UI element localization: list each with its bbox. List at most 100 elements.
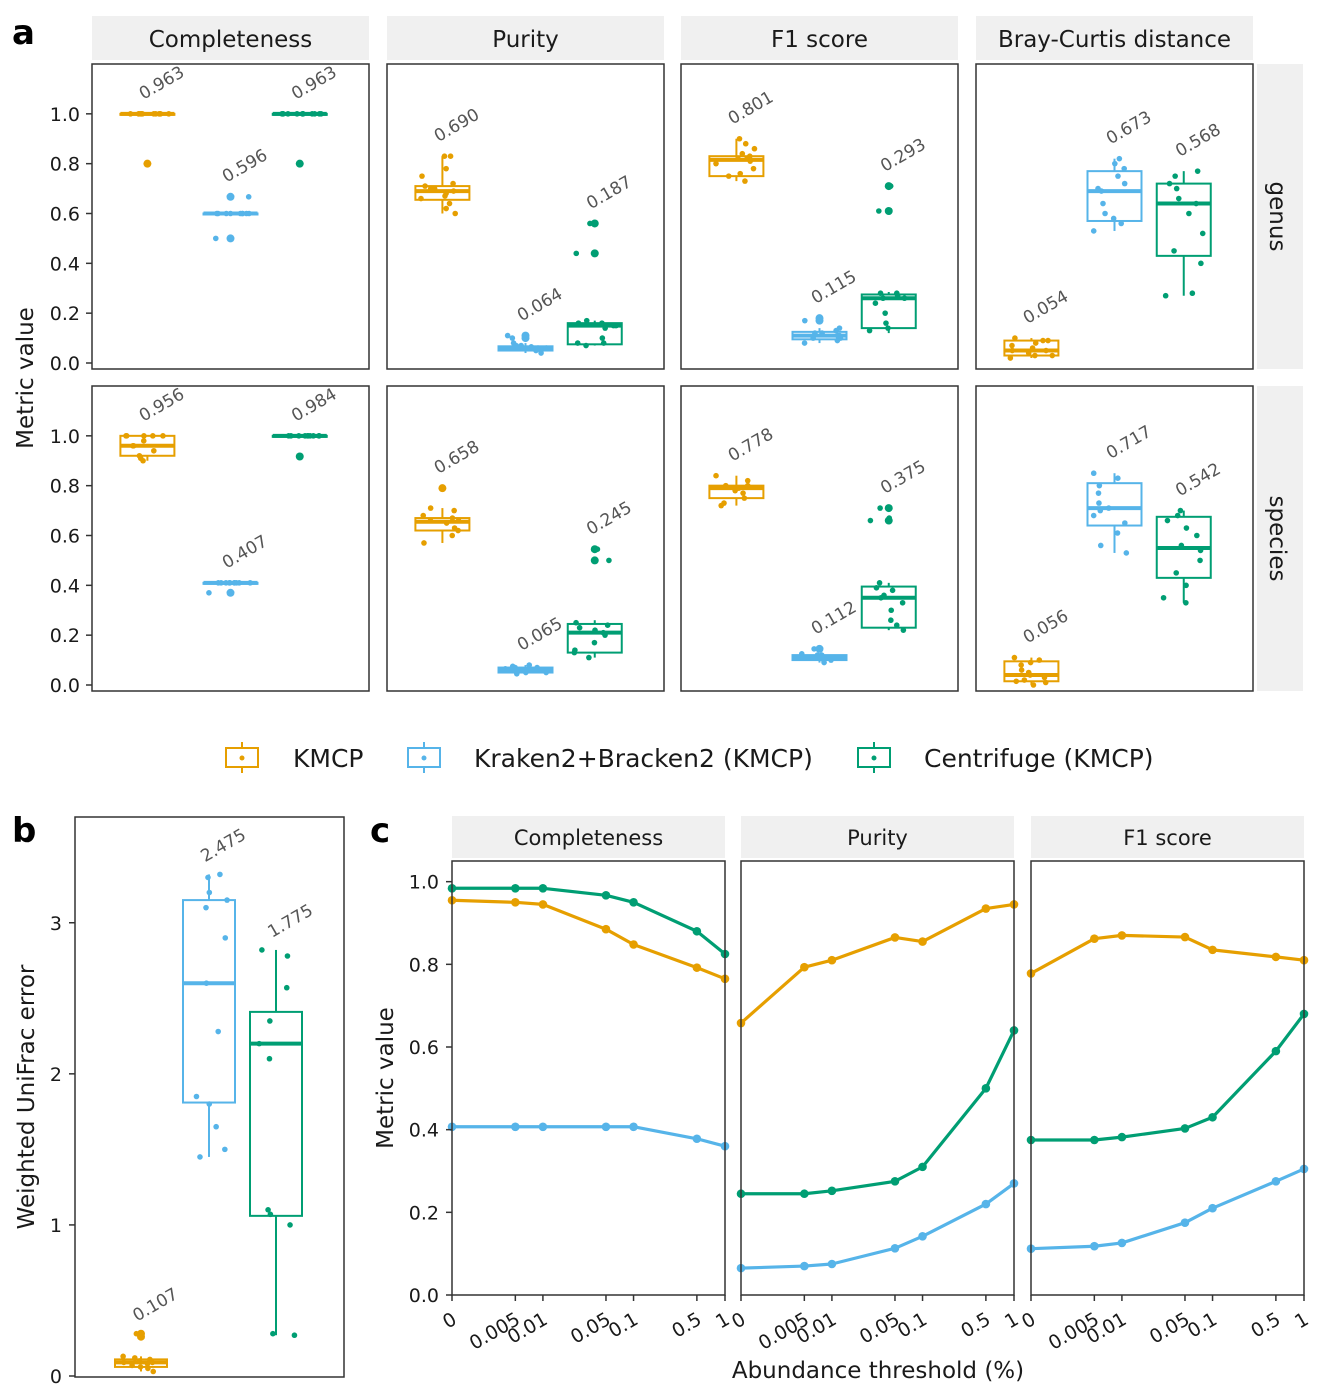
y-axis-title: Metric value [373, 1007, 399, 1149]
box-KMCP-point [450, 188, 457, 194]
box-value-label: 0.963 [288, 63, 340, 105]
x-tick-label: 0.1 [605, 1308, 642, 1342]
box-KMCP-point [1030, 682, 1037, 688]
box-KMCP-point [739, 150, 746, 157]
series-point [629, 898, 638, 907]
series-point [511, 1122, 520, 1132]
box-Kraken2+Bracken2 (KMCP)-point [1096, 500, 1102, 506]
box-KMCP-point [1025, 350, 1032, 356]
box-Kraken2+Bracken2 (KMCP)-point [509, 663, 516, 670]
box-value-label: 0.107 [130, 1284, 182, 1326]
box-Centrifuge (KMCP)-point [586, 654, 592, 661]
box-KMCP-point [735, 485, 742, 491]
box-KMCP-point [451, 507, 457, 514]
box-Centrifuge (KMCP)-point [265, 1207, 271, 1213]
box-value-label: 0.245 [583, 498, 635, 540]
box-Centrifuge (KMCP)-point [283, 984, 290, 991]
box-Kraken2+Bracken2 (KMCP)-outlier [226, 234, 235, 243]
box-KMCP-point [156, 111, 162, 117]
box-Kraken2+Bracken2 (KMCP)-point [193, 1093, 200, 1100]
row-strip-genus [1257, 64, 1303, 369]
box-Kraken2+Bracken2 (KMCP)-point [224, 897, 230, 903]
x-tick-label: 0.5 [1247, 1308, 1284, 1342]
box-Kraken2+Bracken2 (KMCP)-point [1102, 210, 1108, 217]
box-Centrifuge (KMCP)-point [574, 340, 581, 346]
row-strip-label: species [1264, 496, 1290, 582]
series-point [1271, 952, 1281, 962]
series-point [1271, 1177, 1281, 1186]
box-KMCP-point [140, 438, 147, 444]
box-Centrifuge (KMCP)-point [573, 250, 580, 257]
series-point [827, 1186, 837, 1196]
box-KMCP-point [431, 185, 438, 192]
box-KMCP-point [736, 135, 743, 142]
legend-key-dot [421, 755, 427, 761]
series-point [981, 1199, 991, 1209]
facet-genus-Purity: 0.690 0.064 0.187 [386, 63, 665, 370]
series-line-Centrifuge (KMCP) [741, 1029, 1016, 1196]
strip-Purity [387, 16, 664, 60]
box-KMCP-point [744, 477, 751, 484]
box-Centrifuge (KMCP)-point [1162, 292, 1169, 299]
box-Centrifuge (KMCP)-point [1177, 507, 1184, 514]
box-KMCP-point [1043, 347, 1049, 354]
box-Centrifuge (KMCP)-point [311, 111, 318, 117]
series-point [890, 933, 900, 942]
box-Centrifuge (KMCP)-outlier [884, 504, 893, 513]
box-KMCP-point [443, 205, 449, 212]
y-tick-label: 1.0 [50, 426, 80, 448]
box-Kraken2+Bracken2 (KMCP)-point [1123, 550, 1130, 556]
box-Kraken2+Bracken2 (KMCP)-point [226, 580, 233, 586]
box-KMCP-point [443, 165, 449, 172]
box-Kraken2+Bracken2 (KMCP)-point [539, 667, 545, 673]
box-Kraken2+Bracken2 (KMCP)-point [1122, 520, 1128, 526]
box-value-label: 0.963 [136, 63, 188, 105]
box-Centrifuge (KMCP)-point [882, 310, 888, 316]
box-value-label: 0.801 [725, 87, 777, 129]
box-Kraken2+Bracken2 (KMCP)-point [518, 342, 524, 349]
box-Centrifuge (KMCP)-point [1186, 210, 1192, 217]
box-Centrifuge (KMCP)-point [600, 629, 607, 636]
x-tick-label: 0 [1018, 1308, 1039, 1333]
strip-label: Completeness [514, 826, 663, 850]
box-Kraken2+Bracken2 (KMCP)-point [1095, 185, 1101, 192]
box-value-label: 0.984 [288, 385, 340, 427]
box-KMCP-point [165, 111, 172, 117]
box-KMCP-point [1027, 659, 1034, 666]
box-Kraken2+Bracken2 (KMCP)-point [231, 580, 238, 586]
box-KMCP-point [735, 155, 741, 162]
box-Kraken2+Bracken2 (KMCP)-point [543, 345, 550, 351]
box-Centrifuge (KMCP)-point [606, 557, 612, 564]
box-KMCP-point [451, 525, 458, 531]
box-Centrifuge (KMCP)-point [294, 111, 300, 117]
box-value-label: 0.596 [219, 145, 271, 187]
y-tick-label: 2 [50, 1064, 62, 1086]
box-Centrifuge (KMCP)-point [872, 300, 879, 307]
box-KMCP-point [123, 433, 129, 439]
series-point [601, 924, 611, 934]
y-tick-label: 1.0 [50, 104, 80, 126]
box-Centrifuge (KMCP)-point [883, 320, 889, 326]
box-Centrifuge (KMCP)-outlier [590, 249, 599, 258]
box-Centrifuge (KMCP)-point [592, 627, 598, 633]
box-Kraken2+Bracken2 (KMCP)-point [217, 871, 223, 878]
strip-F1 score [681, 16, 958, 60]
box-KMCP-point [1009, 342, 1015, 349]
box-Kraken2+Bracken2 (KMCP)-point [1090, 512, 1097, 519]
box-Centrifuge (KMCP)-point [599, 320, 605, 326]
box-KMCP-point [441, 153, 448, 159]
box-Centrifuge (KMCP)-point [280, 111, 286, 117]
box-Centrifuge (KMCP)-point [594, 546, 601, 553]
y-tick-label: 0.8 [50, 476, 80, 498]
box-Kraken2+Bracken2 (KMCP)-point [509, 335, 516, 341]
y-tick-label: 0.0 [50, 675, 80, 697]
series-point [629, 940, 638, 949]
box-KMCP-point [722, 482, 729, 489]
box-Centrifuge (KMCP)-point [599, 335, 606, 341]
box-Kraken2+Bracken2 (KMCP)-point [1105, 505, 1112, 511]
box-value-label: 2.475 [198, 825, 250, 867]
box-Centrifuge (KMCP)-point [894, 290, 900, 297]
legend-label: Kraken2+Bracken2 (KMCP) [474, 744, 813, 773]
box-Kraken2+Bracken2 (KMCP)-point [1118, 220, 1125, 227]
